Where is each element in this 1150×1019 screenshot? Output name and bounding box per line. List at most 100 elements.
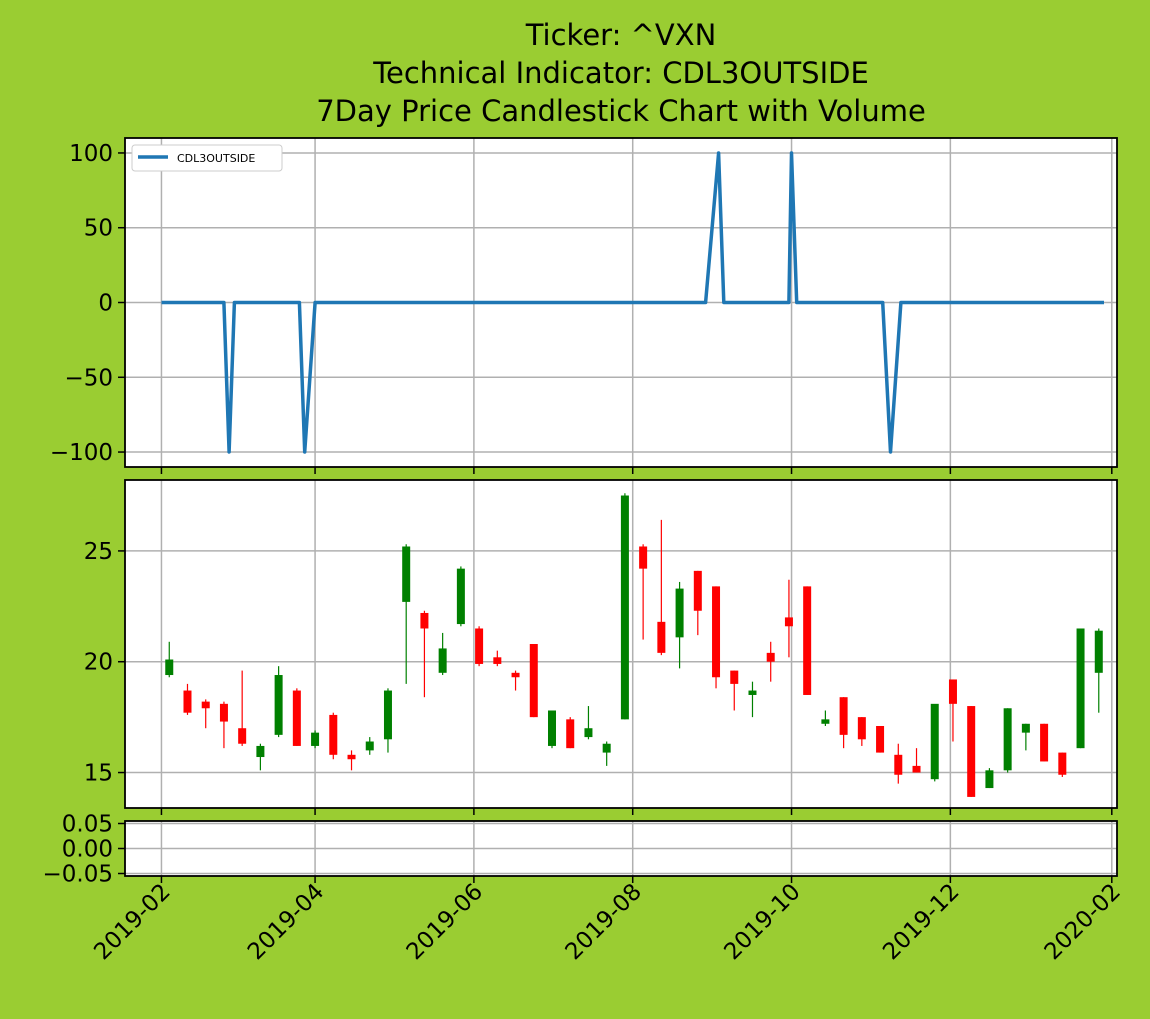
candle (620, 493, 629, 720)
candle (948, 679, 957, 742)
candle (839, 697, 848, 749)
candle-body (493, 657, 502, 664)
candle-body (511, 672, 520, 678)
candle (438, 632, 447, 676)
candle (347, 750, 356, 771)
volume-frame (124, 820, 1118, 877)
indicator-series-line (161, 151, 1104, 454)
candle-body (930, 703, 939, 780)
candle-body (857, 717, 866, 740)
candle (493, 650, 502, 667)
candle (748, 681, 757, 718)
candle (292, 688, 301, 746)
candle-body (256, 745, 265, 758)
candle-body (1058, 752, 1067, 775)
candle (584, 706, 593, 740)
candle-body (292, 690, 301, 746)
candle (1076, 628, 1085, 749)
candle-body (238, 728, 247, 744)
candle-body (183, 690, 192, 713)
candle-body (1003, 708, 1012, 771)
candle (803, 586, 812, 695)
candle-body (438, 648, 447, 673)
indicator-ytick-label: 50 (84, 216, 113, 242)
candle-body (839, 697, 848, 735)
price-panel: 25 20 15 (84, 479, 1118, 815)
volume-ytick-label: 0.00 (62, 837, 113, 863)
candle (475, 626, 484, 667)
candle-body (967, 706, 976, 797)
candle (967, 706, 976, 797)
price-ytick-label: 20 (84, 650, 113, 676)
candle-body (1040, 723, 1049, 762)
candle-body (821, 719, 830, 724)
candle-body (948, 679, 957, 704)
candle-body (347, 754, 356, 760)
candle (311, 730, 320, 749)
candle (1021, 723, 1030, 751)
candle-body (456, 568, 465, 625)
candle-body (803, 586, 812, 695)
candle-body (675, 588, 684, 638)
candle (766, 641, 775, 682)
candle-body (712, 586, 721, 678)
candle-body (894, 754, 903, 775)
candle-body (219, 703, 228, 722)
candle-body (420, 612, 429, 629)
legend-box (131, 144, 283, 172)
candle-body (566, 719, 575, 749)
candle (639, 544, 648, 640)
candle (420, 610, 429, 698)
indicator-ytick-label: 100 (69, 141, 113, 167)
price-ytick-label: 25 (84, 539, 113, 565)
candle-body (1094, 630, 1103, 673)
legend: CDL3OUTSIDE (131, 144, 283, 172)
candle (1003, 708, 1012, 773)
candle (657, 519, 666, 656)
candle (456, 566, 465, 627)
legend-label: CDL3OUTSIDE (177, 152, 255, 165)
candle (256, 743, 265, 771)
candle (183, 683, 192, 715)
candle-body (402, 546, 411, 602)
candle-body (912, 765, 921, 773)
candle (784, 579, 793, 658)
candle (602, 741, 611, 766)
candle-body (365, 741, 374, 751)
candle-body (475, 628, 484, 664)
candle (165, 641, 174, 678)
volume-panel: 0.050.00−0.05 (43, 812, 1118, 888)
candle-body (620, 495, 629, 720)
candle (274, 666, 283, 738)
candle (730, 670, 739, 711)
indicator-frame (124, 137, 1118, 468)
candle (383, 688, 392, 753)
candle (548, 710, 557, 749)
volume-ytick-label: −0.05 (43, 862, 113, 888)
candle (930, 703, 939, 782)
candle-body (693, 570, 702, 611)
candle-body (548, 710, 557, 746)
candle-body (529, 644, 538, 718)
candle-body (1076, 628, 1085, 749)
candle (529, 644, 538, 718)
price-frame (124, 479, 1118, 809)
indicator-ytick-label: −100 (50, 440, 113, 466)
indicator-ytick-label: −50 (64, 365, 113, 391)
candle (675, 581, 684, 669)
candle-body (201, 701, 210, 709)
candle (329, 712, 338, 760)
candle (857, 717, 866, 746)
candle (1058, 752, 1067, 777)
candle (201, 699, 210, 729)
candle (566, 717, 575, 749)
candle-body (383, 690, 392, 740)
title-line-ticker: Ticker: ^VXN (525, 18, 717, 52)
candle (693, 570, 702, 636)
candle (1094, 628, 1103, 713)
chart-title: Ticker: ^VXN Technical Indicator: CDL3OU… (316, 18, 926, 128)
price-ytick-label: 15 (84, 761, 113, 787)
candle (821, 710, 830, 726)
candle (912, 748, 921, 773)
candle-body (584, 728, 593, 738)
